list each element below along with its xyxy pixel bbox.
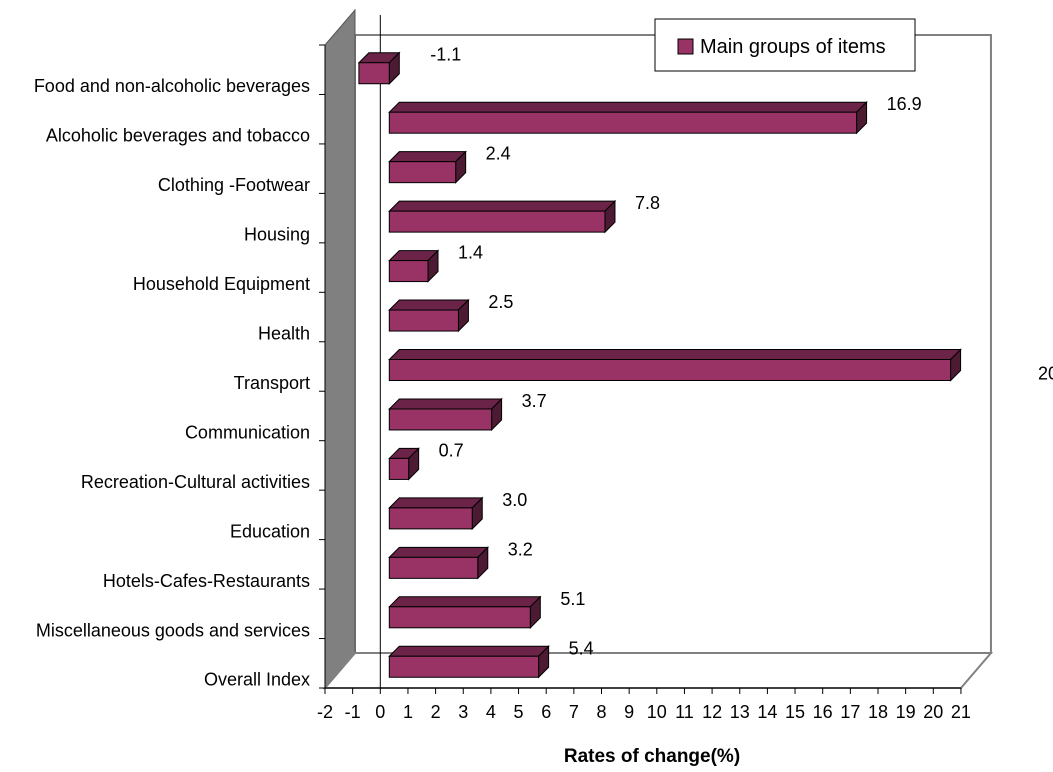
bar — [388, 645, 550, 679]
category-label: Clothing -Footwear — [158, 175, 310, 195]
category-label: Health — [258, 324, 310, 344]
x-tick-label: 3 — [458, 702, 468, 722]
value-label: -1.1 — [430, 45, 461, 65]
bar-front — [388, 161, 457, 184]
value-label: 20.3 — [1038, 364, 1053, 384]
bar-top — [388, 200, 617, 212]
bar-front — [388, 309, 459, 332]
legend-label: Main groups of items — [700, 36, 886, 58]
bar-top — [388, 596, 542, 608]
category-label: Overall Index — [204, 670, 310, 690]
x-tick-label: 19 — [896, 702, 916, 722]
category-labels: Food and non-alcoholic beverages Alcoholi… — [34, 76, 310, 690]
bar-top — [388, 645, 550, 657]
x-tick-label: 17 — [840, 702, 860, 722]
x-tick-label: 21 — [951, 702, 971, 722]
value-label: 16.9 — [887, 94, 922, 114]
x-tick-label: 16 — [813, 702, 833, 722]
bar — [388, 298, 470, 333]
x-tick-label: -2 — [317, 702, 333, 722]
bar-front — [388, 556, 479, 579]
legend-swatch — [677, 38, 694, 55]
value-label: 0.7 — [439, 440, 464, 460]
bar-top — [388, 299, 470, 311]
x-tick-label: -1 — [345, 702, 361, 722]
legend: Main groups of items — [654, 18, 916, 72]
x-tick-label: 18 — [868, 702, 888, 722]
x-axis-title: Rates of change(%) — [564, 746, 740, 767]
value-label: 3.0 — [502, 490, 527, 510]
x-tick-label: 4 — [486, 702, 496, 722]
value-label: 5.4 — [569, 638, 594, 658]
bar-front — [388, 408, 493, 431]
value-label: 5.1 — [560, 589, 585, 609]
x-tick-label: 6 — [541, 702, 551, 722]
x-tick-labels: -2 -1 0 1 2 3 4 5 6 7 8 9 10 11 12 13 14 15 16 17 18 19 20 21 — [317, 702, 971, 722]
x-tick-label: 12 — [702, 702, 722, 722]
bar — [357, 51, 401, 85]
bar — [388, 496, 484, 531]
category-label: Transport — [234, 373, 310, 393]
bar-front — [388, 210, 606, 233]
side-wall — [324, 8, 356, 690]
bar — [388, 100, 868, 135]
bar — [388, 348, 962, 382]
category-label: Hotels-Cafes-Restaurants — [103, 571, 310, 591]
bar-top — [388, 546, 489, 558]
value-label: 7.8 — [635, 193, 660, 213]
x-tick-label: 5 — [514, 702, 524, 722]
legend-box — [654, 18, 916, 72]
bar — [388, 595, 542, 630]
x-tick-label: 14 — [757, 702, 777, 722]
category-label: Communication — [185, 422, 310, 442]
bar-front — [388, 260, 429, 283]
value-label: 3.7 — [522, 391, 547, 411]
bar-front — [388, 507, 473, 530]
chart-axes — [319, 15, 962, 694]
category-label: Education — [230, 521, 310, 541]
value-label: 2.5 — [488, 292, 513, 312]
chart-bars — [357, 51, 962, 679]
x-tick-label: 7 — [569, 702, 579, 722]
bar-top — [388, 497, 484, 509]
bar-top — [388, 101, 868, 113]
category-label: Food and non-alcoholic beverages — [34, 76, 310, 96]
bar-front — [388, 111, 858, 134]
bar — [388, 546, 489, 580]
bar — [388, 249, 440, 283]
value-labels: -1.1 16.9 2.4 7.8 1.4 2.5 20.3 3.7 0.7 3.0 3.2 5.1 5… — [430, 45, 1053, 659]
x-tick-label: 20 — [923, 702, 943, 722]
bar-front — [388, 655, 540, 678]
value-label: 1.4 — [458, 243, 483, 263]
bar — [388, 199, 617, 234]
bar — [388, 150, 467, 184]
category-label: Miscellaneous goods and services — [36, 620, 310, 640]
x-tick-label: 11 — [675, 702, 694, 722]
x-tick-label: 9 — [624, 702, 634, 722]
bar-top — [388, 349, 962, 360]
bar-front — [388, 606, 531, 629]
value-label: 2.4 — [486, 144, 511, 164]
value-label: 3.2 — [508, 539, 533, 559]
x-tick-label: 1 — [403, 702, 413, 722]
bar-top — [388, 398, 503, 410]
category-label: Household Equipment — [133, 274, 310, 294]
x-tick-label: 2 — [431, 702, 441, 722]
category-label: Alcoholic beverages and tobacco — [46, 126, 310, 146]
bar — [388, 397, 503, 432]
x-tick-label: 13 — [730, 702, 750, 722]
x-tick-label: 0 — [375, 702, 385, 722]
category-label: Recreation-Cultural activities — [81, 472, 310, 492]
x-tick-label: 8 — [596, 702, 606, 722]
bar-front — [388, 457, 410, 480]
category-label: Housing — [244, 225, 310, 245]
x-tick-label: 10 — [647, 702, 667, 722]
bar-front — [358, 62, 390, 85]
bar-top — [388, 151, 467, 163]
x-tick-label: 15 — [785, 702, 805, 722]
bar-front — [388, 359, 952, 381]
bar — [388, 447, 420, 481]
